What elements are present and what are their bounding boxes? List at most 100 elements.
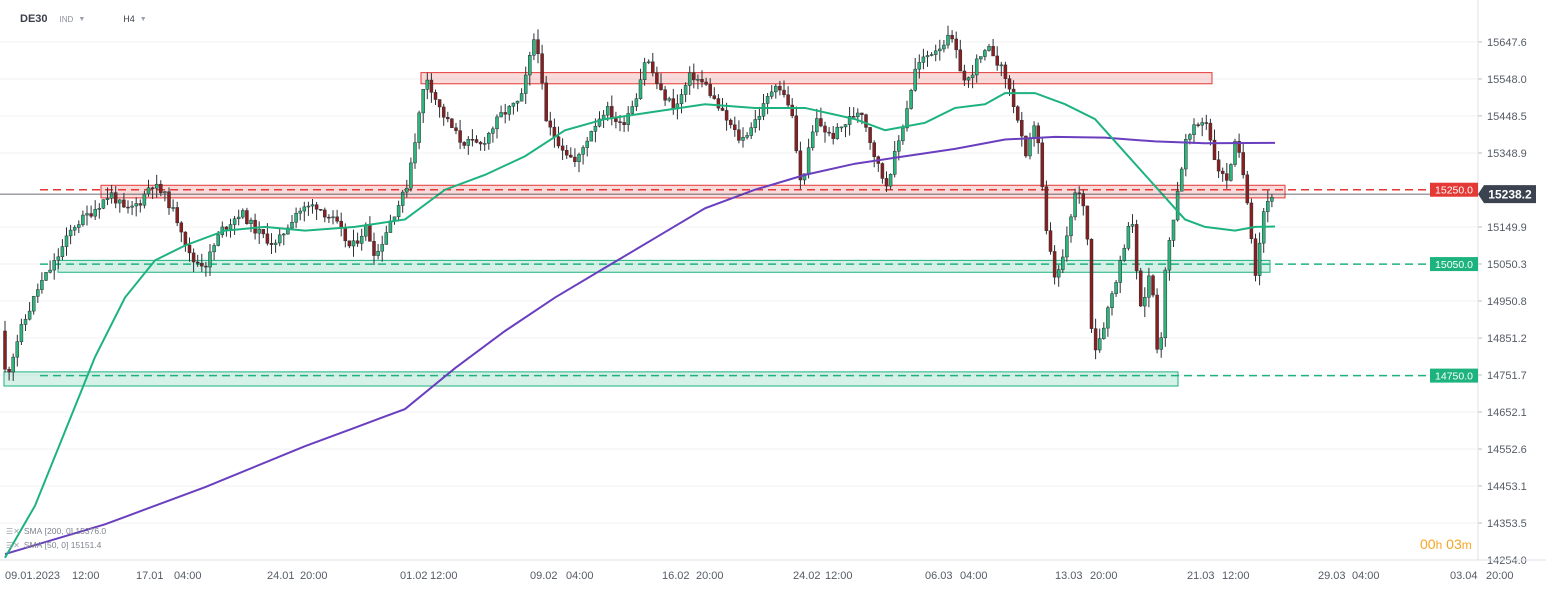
candle-up xyxy=(154,183,159,189)
timeframe-label[interactable]: H4 xyxy=(123,14,135,24)
y-axis: 15647.6 15548.0 15448.5 15348.9 15149.9 15050… xyxy=(1477,0,1527,567)
candle-up xyxy=(815,118,819,133)
y-tick-label: 14453.1 xyxy=(1487,481,1527,493)
candle-up xyxy=(987,46,991,51)
candle-down xyxy=(1204,122,1209,124)
candle-up xyxy=(638,79,643,99)
candle-up xyxy=(290,222,294,229)
candle-up xyxy=(1102,327,1106,339)
x-tick-label: 06.03 xyxy=(925,570,953,582)
candle-up xyxy=(1056,269,1061,278)
candle-up xyxy=(1179,168,1184,192)
candle-up xyxy=(64,235,69,247)
candle-down xyxy=(458,130,462,143)
candle-up xyxy=(495,116,499,130)
candle-up xyxy=(897,140,901,152)
candle-down xyxy=(737,129,741,141)
candle-up xyxy=(774,85,778,93)
candle-up xyxy=(36,289,40,297)
candle-up xyxy=(310,204,315,207)
candle-down xyxy=(782,89,786,95)
candle-up xyxy=(359,235,364,244)
sma200-legend[interactable]: ☰✕ SMA [200, 0] 15376.0 xyxy=(6,526,106,536)
candle-down xyxy=(195,261,200,264)
candle-up xyxy=(687,72,692,86)
list-icon[interactable]: ☰✕ xyxy=(6,526,20,536)
x-tick-label: 13.03 xyxy=(1055,570,1083,582)
x-tick-label: 20:00 xyxy=(1486,570,1514,582)
candle-up xyxy=(1126,226,1131,249)
candle-up xyxy=(757,115,762,120)
candle-up xyxy=(519,93,524,102)
candle-up xyxy=(72,227,77,231)
candle-up xyxy=(134,203,138,207)
list-icon[interactable]: ☰✕ xyxy=(6,540,20,550)
candle-up xyxy=(1118,260,1122,283)
y-tick-label: 15548.0 xyxy=(1487,74,1527,86)
candle-down xyxy=(355,240,360,244)
candle-down xyxy=(884,178,889,187)
candle-down xyxy=(954,38,958,51)
candle-down xyxy=(564,150,569,156)
candle-down xyxy=(1212,139,1217,161)
chevron-down-icon[interactable]: ▼ xyxy=(78,15,86,23)
symbol-label[interactable]: DE30 xyxy=(20,13,48,25)
candle-up xyxy=(1028,137,1032,157)
candle-down xyxy=(187,244,192,254)
candle-down xyxy=(622,122,626,125)
candle-up xyxy=(396,205,401,218)
y-tick-label: 14751.7 xyxy=(1487,370,1527,382)
candle-down xyxy=(556,136,561,147)
x-tick-label: 12:00 xyxy=(430,570,458,582)
candle-up xyxy=(466,138,471,146)
candle-up xyxy=(1065,235,1069,258)
sma50-legend[interactable]: ☰✕ SMA [50, 0] 15151.4 xyxy=(6,540,101,550)
candle-up xyxy=(856,112,860,118)
candle-down xyxy=(851,116,856,118)
candle-up xyxy=(999,64,1004,67)
candle-up xyxy=(892,150,897,175)
candle-up xyxy=(1106,307,1110,329)
candle-up xyxy=(938,48,942,52)
candle-up xyxy=(19,324,24,342)
candle-up xyxy=(888,174,893,187)
candle-up xyxy=(15,341,20,358)
candle-up xyxy=(593,125,598,132)
candle-down xyxy=(610,106,614,119)
candle-down xyxy=(1220,170,1225,174)
candle-down xyxy=(819,118,823,127)
candle-up xyxy=(745,135,749,138)
candle-up xyxy=(257,229,261,234)
candle-up xyxy=(491,128,495,134)
candle-up xyxy=(146,187,151,195)
y-tick-label: 15149.9 xyxy=(1487,222,1527,234)
candle-up xyxy=(925,55,930,58)
candle-down xyxy=(1225,173,1229,181)
chevron-down-icon[interactable]: ▼ xyxy=(139,15,147,23)
candle-up xyxy=(171,207,175,209)
candle-down xyxy=(540,53,544,84)
candle-up xyxy=(109,192,114,199)
sma200-line xyxy=(4,135,1276,556)
candle-down xyxy=(1081,193,1086,207)
current-price-tag-label: 15238.2 xyxy=(1488,188,1532,202)
candle-up xyxy=(1032,125,1036,139)
candle-down xyxy=(175,207,179,224)
candle-up xyxy=(577,154,581,162)
candle-down xyxy=(724,110,729,121)
y-tick-label: 14552.6 xyxy=(1487,444,1527,456)
candle-down xyxy=(1093,328,1098,351)
candle-down xyxy=(454,127,458,131)
sma200-legend-label: SMA xyxy=(23,526,43,536)
candle-up xyxy=(31,296,36,312)
candle-up xyxy=(298,210,302,214)
sma50-legend-params: [50, 0] xyxy=(44,540,69,550)
candle-up xyxy=(847,116,852,125)
candle-down xyxy=(1249,202,1254,239)
candle-down xyxy=(868,127,872,143)
x-tick-label: 04:00 xyxy=(960,570,988,582)
candle-up xyxy=(277,234,282,244)
candle-up xyxy=(23,318,28,325)
candle-down xyxy=(671,98,676,110)
